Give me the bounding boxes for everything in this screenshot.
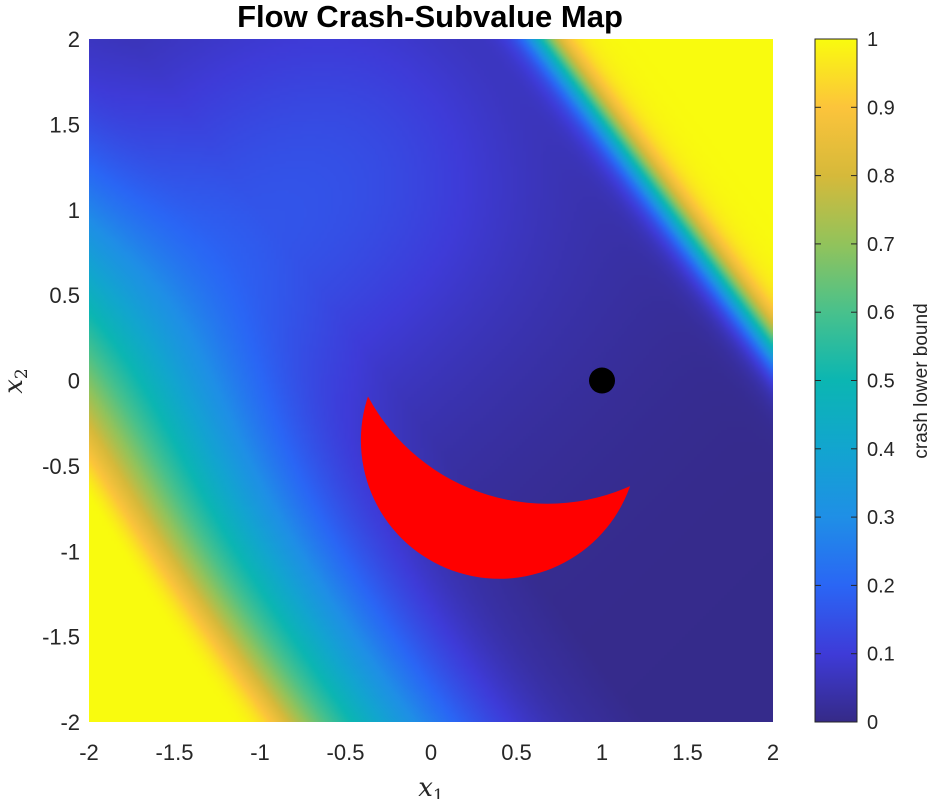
y-tick-label: -2 [60, 710, 80, 735]
x-tick-label: 2 [767, 740, 779, 765]
colorbar-tick-label: 0.9 [867, 97, 895, 119]
unsafe-region-crescent [360, 301, 638, 579]
y-tick-label: 0 [68, 369, 80, 394]
colorbar-gradient [814, 38, 858, 723]
colorbar-label: crash lower bound [911, 303, 932, 458]
y-tick-label: 1.5 [49, 112, 80, 137]
y-tick-label: -1.5 [42, 625, 80, 650]
colorbar-tick-label: 0 [867, 712, 878, 734]
x-tick-label: -0.5 [327, 740, 365, 765]
state-marker-dot [589, 367, 615, 394]
colorbar-tick-label: 0.3 [867, 507, 895, 529]
colorbar-tick-label: 1 [867, 29, 878, 51]
colorbar-tick-label: 0.2 [867, 575, 895, 597]
colorbar-tick-label: 0.7 [867, 234, 895, 256]
x-tick-label: 1.5 [672, 740, 703, 765]
colorbar-tick-label: 0.8 [867, 166, 895, 188]
y-tick-label: 1 [68, 198, 80, 223]
y-tick-label: -1 [60, 539, 80, 564]
colorbar-tick-label: 0.1 [867, 644, 895, 666]
colorbar-ticks: 1 0.9 0.8 0.7 0.6 0.5 0.4 0.3 0.2 0.1 0 [815, 29, 895, 734]
x-tick-label: -2 [79, 740, 99, 765]
x-tick-label: -1.5 [156, 740, 194, 765]
y-tick-label: -0.5 [42, 454, 80, 479]
x-tick-label: 0.5 [501, 740, 532, 765]
colorbar-tick-label: 0.5 [867, 371, 895, 393]
colorbar-tick-label: 0.4 [867, 439, 895, 461]
x-tick-label: -1 [250, 740, 270, 765]
colorbar: 1 0.9 0.8 0.7 0.6 0.5 0.4 0.3 0.2 0.1 0 crash lowe… [814, 29, 932, 734]
x-axis-label: x1 [418, 773, 444, 799]
chart-title: Flow Crash-Subvalue Map [237, 0, 623, 34]
x-tick-label: 1 [596, 740, 608, 765]
x-axis-ticks: -2 -1.5 -1 -0.5 0 0.5 1 1.5 2 [79, 740, 779, 765]
x-tick-label: 0 [425, 740, 437, 765]
colorbar-tick-label: 0.6 [867, 302, 895, 324]
y-tick-label: 2 [68, 27, 80, 52]
y-tick-label: 0.5 [49, 283, 80, 308]
plot-area [89, 39, 773, 722]
y-axis-label: x2 [0, 368, 32, 394]
title: Flow Crash-Subvalue Map [237, 0, 623, 34]
y-axis-ticks: 2 1.5 1 0.5 0 -0.5 -1 -1.5 -2 [42, 27, 80, 735]
